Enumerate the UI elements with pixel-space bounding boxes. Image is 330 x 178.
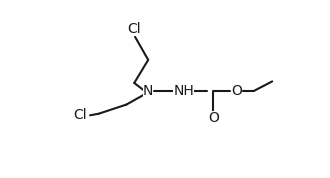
Text: O: O [208,111,219,125]
Text: N: N [143,84,153,98]
Text: NH: NH [174,84,194,98]
Text: Cl: Cl [127,22,141,36]
Text: Cl: Cl [73,108,87,122]
Text: O: O [231,84,242,98]
